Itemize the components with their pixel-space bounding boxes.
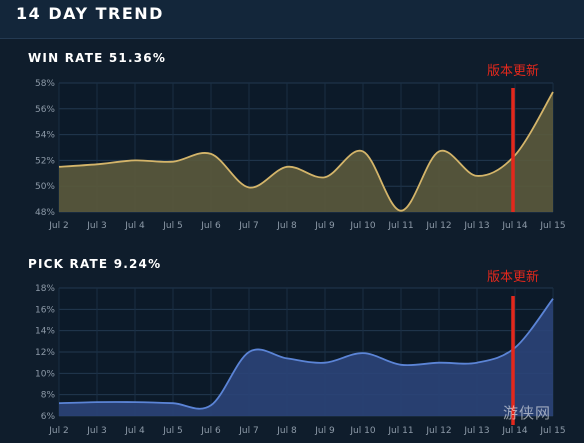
x-tick-label: Jul 3 <box>86 426 106 436</box>
y-tick-label: 6% <box>41 412 56 422</box>
y-tick-label: 50% <box>35 182 55 192</box>
y-tick-label: 54% <box>35 131 55 141</box>
x-tick-label: Jul 4 <box>124 426 145 436</box>
y-tick-label: 18% <box>35 284 55 294</box>
x-tick-label: Jul 11 <box>387 426 413 436</box>
y-tick-label: 16% <box>35 305 55 315</box>
x-tick-label: Jul 6 <box>200 426 221 436</box>
x-tick-label: Jul 13 <box>463 221 489 231</box>
x-tick-label: Jul 14 <box>501 221 527 231</box>
y-tick-label: 56% <box>35 105 55 115</box>
series-line <box>58 91 554 212</box>
x-tick-label: Jul 7 <box>238 221 258 231</box>
y-tick-label: 48% <box>35 208 55 218</box>
x-tick-label: Jul 4 <box>124 221 145 231</box>
x-tick-label: Jul 10 <box>349 426 375 436</box>
series-line <box>58 298 554 410</box>
x-tick-label: Jul 8 <box>276 426 297 436</box>
win-rate-title: WIN RATE 51.36% <box>28 51 167 65</box>
annotation-label: 版本更新 <box>487 269 539 285</box>
chart-1: 48% 50% 52% 54% 56% 58% Jul 2 Jul 3 Jul 4 Jul 5 Ju… <box>35 63 566 231</box>
series-area <box>59 298 553 416</box>
header-bar: 14 DAY TREND <box>0 0 584 39</box>
y-tick-label: 14% <box>35 327 55 337</box>
x-tick-label: Jul 13 <box>463 426 489 436</box>
x-tick-label: Jul 10 <box>349 221 375 231</box>
page-title: 14 DAY TREND <box>16 4 164 23</box>
x-tick-label: Jul 12 <box>425 221 451 231</box>
y-tick-label: 8% <box>41 391 56 401</box>
annotation-label: 版本更新 <box>487 63 539 79</box>
series-area <box>59 92 553 212</box>
watermark-text: 游侠网 <box>503 404 552 422</box>
x-tick-label: Jul 7 <box>238 426 258 436</box>
x-tick-label: Jul 2 <box>48 426 68 436</box>
x-tick-label: Jul 15 <box>539 426 565 436</box>
x-tick-label: Jul 14 <box>501 426 527 436</box>
x-tick-label: Jul 9 <box>314 221 335 231</box>
y-tick-label: 10% <box>35 369 55 379</box>
x-tick-label: Jul 5 <box>162 426 182 436</box>
chart-2: 6% 8% 10% 12% 14% 16% 18% Jul 2 Jul 3 Jul 4 Jul 5 J… <box>35 269 566 436</box>
x-tick-label: Jul 15 <box>539 221 565 231</box>
y-tick-label: 52% <box>35 156 55 166</box>
y-tick-label: 12% <box>35 348 55 358</box>
x-tick-label: Jul 8 <box>276 221 297 231</box>
x-tick-label: Jul 11 <box>387 221 413 231</box>
x-tick-label: Jul 9 <box>314 426 335 436</box>
x-tick-label: Jul 6 <box>200 221 221 231</box>
x-tick-label: Jul 2 <box>48 221 68 231</box>
x-tick-label: Jul 3 <box>86 221 106 231</box>
pick-rate-title: PICK RATE 9.24% <box>28 257 162 271</box>
x-tick-label: Jul 12 <box>425 426 451 436</box>
x-tick-label: Jul 5 <box>162 221 182 231</box>
y-tick-label: 58% <box>35 79 55 89</box>
